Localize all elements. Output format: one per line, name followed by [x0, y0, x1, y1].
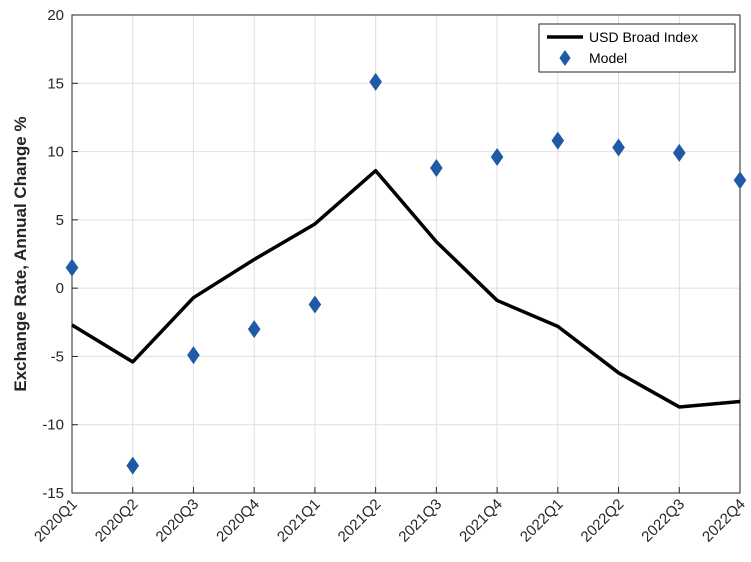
x-tick-label: 2021Q1	[274, 496, 324, 546]
diamond-marker	[430, 158, 443, 177]
y-tick-label: 5	[56, 212, 64, 229]
y-tick-label: 15	[47, 75, 64, 92]
diamond-marker	[551, 131, 565, 150]
legend-label: Model	[589, 50, 627, 66]
diamond-marker	[247, 320, 261, 339]
x-tick-label: 2020Q2	[92, 496, 142, 546]
x-tick-label: 2020Q1	[31, 496, 81, 546]
diamond-marker	[672, 143, 686, 162]
y-tick-label: -5	[51, 348, 64, 365]
y-axis-label: Exchange Rate, Annual Change %	[11, 116, 30, 391]
diamond-marker	[369, 72, 382, 91]
diamond-marker	[65, 258, 79, 277]
x-tick-label: 2020Q3	[153, 496, 203, 546]
y-tick-label: -10	[42, 417, 64, 434]
diamond-marker	[733, 171, 747, 190]
x-tick-label: 2022Q3	[638, 496, 688, 546]
diamond-marker	[490, 148, 504, 167]
x-tick-label: 2020Q4	[213, 496, 263, 546]
x-tick-label: 2021Q3	[395, 496, 445, 546]
x-tick-label: 2021Q4	[456, 496, 506, 546]
legend-box	[538, 23, 736, 73]
diamond-marker	[187, 346, 200, 365]
diamond-marker	[308, 295, 322, 314]
legend-label: USD Broad Index	[589, 29, 698, 45]
diamond-marker	[126, 456, 140, 475]
x-tick-label: 2022Q1	[517, 496, 567, 546]
x-tick-label: 2021Q2	[335, 496, 385, 546]
line	[71, 168, 741, 409]
y-tick-label: -15	[42, 485, 64, 502]
x-tick-label: 2022Q2	[578, 496, 628, 546]
plot-frame	[71, 14, 741, 494]
y-tick-label: 20	[47, 7, 64, 24]
y-tick-label: 0	[56, 280, 64, 297]
x-tick-label: 2022Q4	[699, 496, 749, 546]
y-tick-label: 10	[47, 144, 64, 161]
legend-swatch	[559, 50, 571, 66]
diamond-marker	[612, 138, 625, 157]
